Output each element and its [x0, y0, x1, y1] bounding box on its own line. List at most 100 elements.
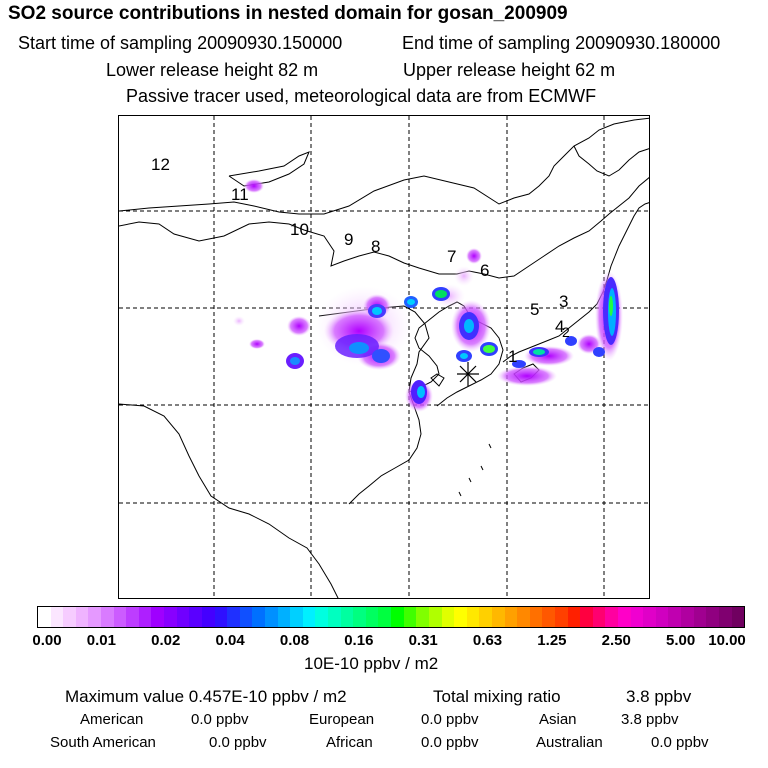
colorbar-cell [315, 607, 329, 627]
colorbar-cell [630, 607, 644, 627]
lower-release-height: Lower release height 82 m [106, 60, 319, 80]
region-value: 3.8 ppbv [621, 711, 679, 728]
colorbar-cell [554, 607, 568, 627]
colorbar-cell [580, 607, 593, 627]
colorbar-cell [428, 607, 442, 627]
colorbar-cell [605, 607, 619, 627]
region-value: 0.0 ppbv [421, 711, 479, 728]
map-panel: 12 11 10 9 8 7 6 5 3 4 2 1 [118, 115, 650, 599]
region-label: 12 [151, 155, 170, 174]
region-label: 4 [555, 317, 565, 336]
colorbar-cell [731, 607, 745, 627]
colorbar-cell [151, 607, 165, 627]
colorbar-cell [542, 607, 555, 627]
colorbar-cell [441, 607, 455, 627]
colorbar-cell [403, 607, 417, 627]
map-canvas [119, 116, 649, 598]
colorbar-cell [214, 607, 228, 627]
colorbar-cell [277, 607, 291, 627]
colorbar-tick-label: 1.25 [537, 632, 567, 649]
colorbar-cell [681, 607, 694, 627]
colorbar-cell [302, 607, 316, 627]
region-label: 8 [371, 237, 381, 256]
tracer-note: Passive tracer used, meteorological data… [126, 86, 597, 106]
total-mixing-ratio-label: Total mixing ratio [433, 687, 561, 706]
colorbar-tick-label: 0.01 [86, 632, 116, 649]
total-mixing-ratio-value: 3.8 ppbv [626, 687, 692, 706]
colorbar [37, 606, 745, 628]
region-value: 0.0 ppbv [421, 734, 479, 751]
colorbar-tick-label: 0.63 [472, 632, 503, 649]
colorbar-tick-label: 2.50 [601, 632, 631, 649]
colorbar-cell [416, 607, 429, 627]
receptor-marker-icon [457, 362, 479, 386]
region-name: Australian [536, 734, 603, 751]
region-label: 3 [559, 292, 569, 311]
colorbar-cell [529, 607, 543, 627]
colorbar-cell [655, 607, 669, 627]
colorbar-cell [340, 607, 354, 627]
region-name: European [309, 711, 375, 728]
region-label: 5 [530, 300, 540, 319]
colorbar-cell [466, 607, 480, 627]
end-time: End time of sampling 20090930.180000 [402, 33, 721, 53]
colorbar-cell [50, 607, 64, 627]
colorbar-tick-label: 0.08 [279, 632, 310, 649]
colorbar-cell [101, 607, 114, 627]
colorbar-cell [567, 607, 581, 627]
colorbar-cell [643, 607, 656, 627]
colorbar-cell [290, 607, 303, 627]
colorbar-cell [378, 607, 392, 627]
colorbar-cell [328, 607, 341, 627]
region-label: 7 [447, 247, 457, 266]
colorbar-cell [517, 607, 530, 627]
colorbar-cell [491, 607, 505, 627]
start-time: Start time of sampling 20090930.150000 [18, 33, 343, 53]
colorbar-cell [454, 607, 467, 627]
colorbar-cell [189, 607, 202, 627]
colorbar-tick-label: 0.31 [408, 632, 438, 649]
colorbar-cell [88, 607, 102, 627]
colorbar-cell [264, 607, 278, 627]
colorbar-tick-label: 0.00 [32, 632, 62, 649]
colorbar-cell [365, 607, 379, 627]
colorbar-cell [138, 607, 152, 627]
colorbar-tick-label: 5.00 [666, 632, 696, 649]
colorbar-cell [668, 607, 682, 627]
colorbar-cell [164, 607, 177, 627]
region-label: 1 [508, 347, 518, 366]
region-value: 0.0 ppbv [651, 734, 709, 751]
colorbar-cell [353, 607, 366, 627]
region-label: 10 [290, 220, 309, 239]
colorbar-cell [75, 607, 89, 627]
plot-title: SO2 source contributions in nested domai… [8, 3, 568, 24]
colorbar-cell [706, 607, 719, 627]
colorbar-cell [693, 607, 707, 627]
region-label: 6 [480, 261, 490, 280]
colorbar-units: 10E-10 ppbv / m2 [304, 654, 439, 673]
colorbar-cell [126, 607, 139, 627]
maximum-value: Maximum value 0.457E-10 ppbv / m2 [65, 687, 347, 706]
colorbar-cell [63, 607, 76, 627]
colorbar-cell [38, 607, 51, 627]
upper-release-height: Upper release height 62 m [403, 60, 616, 80]
region-label: 9 [344, 230, 354, 249]
colorbar-cell [618, 607, 631, 627]
colorbar-cell [504, 607, 518, 627]
region-name: American [80, 711, 144, 728]
colorbar-cell [239, 607, 253, 627]
region-label: 11 [231, 185, 249, 204]
region-value: 0.0 ppbv [209, 734, 267, 751]
colorbar-tick-label: 0.02 [151, 632, 181, 649]
region-name: African [326, 734, 373, 751]
colorbar-cell [718, 607, 732, 627]
colorbar-tick-label: 0.04 [215, 632, 245, 649]
colorbar-tick-label: 10.00 [708, 632, 746, 649]
colorbar-cell [391, 607, 404, 627]
colorbar-cell [176, 607, 190, 627]
region-value: 0.0 ppbv [191, 711, 249, 728]
colorbar-cell [201, 607, 215, 627]
colorbar-cell [227, 607, 240, 627]
colorbar-cell [252, 607, 265, 627]
region-label: 2 [562, 324, 570, 340]
